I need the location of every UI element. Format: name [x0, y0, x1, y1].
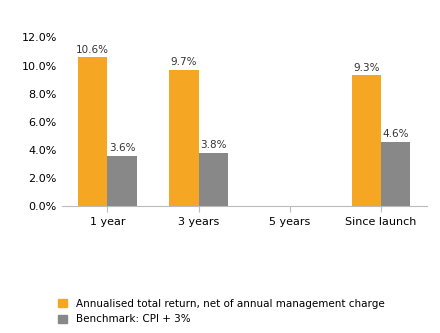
Bar [169, 70, 198, 206]
Bar [78, 57, 107, 206]
Legend: Annualised total return, net of annual management charge, Benchmark: CPI + 3%: Annualised total return, net of annual m… [58, 299, 385, 324]
Bar [381, 142, 410, 206]
Text: 10.6%: 10.6% [76, 45, 109, 55]
Text: 3.6%: 3.6% [109, 143, 135, 153]
Bar [352, 76, 381, 206]
Text: 3.8%: 3.8% [200, 141, 227, 151]
Text: 9.7%: 9.7% [171, 57, 197, 67]
Bar [198, 153, 228, 206]
Bar [107, 156, 136, 206]
Text: 9.3%: 9.3% [353, 63, 380, 73]
Text: 4.6%: 4.6% [382, 129, 409, 139]
